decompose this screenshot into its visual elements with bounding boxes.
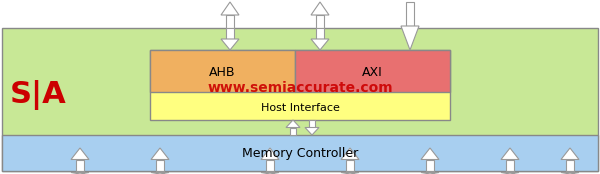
Polygon shape [71,172,89,174]
Bar [156,171,164,172]
Bar [266,171,274,172]
Bar [316,15,324,28]
Polygon shape [501,148,519,160]
Bar [309,120,315,128]
Polygon shape [305,128,319,135]
Text: S|A: S|A [10,80,67,110]
Polygon shape [311,39,329,50]
Polygon shape [501,172,519,174]
Polygon shape [221,2,239,15]
Bar [406,2,414,26]
Polygon shape [151,172,169,174]
Bar [566,171,574,172]
Bar [316,28,324,39]
Polygon shape [341,172,359,174]
Polygon shape [311,2,329,15]
Bar [426,171,434,172]
Bar [226,28,234,39]
Bar [506,160,514,171]
Text: AXI: AXI [362,66,382,80]
Bar [2,28,598,171]
Polygon shape [421,172,439,174]
Bar [150,50,450,120]
Bar [566,160,574,171]
Bar [266,160,274,171]
Polygon shape [221,39,239,50]
Polygon shape [261,172,279,174]
Bar [76,171,84,172]
Polygon shape [561,172,579,174]
Polygon shape [261,148,279,160]
Bar [295,50,450,92]
Text: AHB: AHB [209,66,235,80]
Bar [290,128,296,135]
Text: www.semiaccurate.com: www.semiaccurate.com [207,81,393,95]
Polygon shape [341,148,359,160]
Bar [506,171,514,172]
Bar [226,15,234,28]
Polygon shape [421,148,439,160]
Bar [156,160,164,171]
Polygon shape [561,148,579,160]
Polygon shape [401,26,419,50]
Bar [346,171,354,172]
Bar [426,160,434,171]
Bar [346,160,354,171]
Bar [150,50,295,92]
Bar [76,160,84,171]
Text: Host Interface: Host Interface [260,103,340,113]
Text: Memory Controller: Memory Controller [242,147,358,160]
Polygon shape [71,148,89,160]
Polygon shape [151,148,169,160]
Polygon shape [286,120,300,128]
Bar [2,135,598,171]
